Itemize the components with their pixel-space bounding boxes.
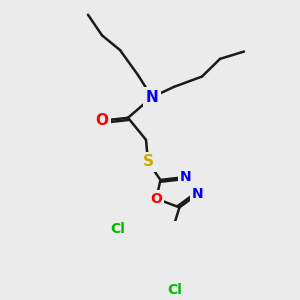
Text: Cl: Cl xyxy=(167,283,182,297)
Text: O: O xyxy=(151,192,162,206)
Text: Cl: Cl xyxy=(110,222,125,236)
Text: N: N xyxy=(146,90,158,105)
Text: N: N xyxy=(180,170,192,184)
Text: N: N xyxy=(192,187,203,201)
Text: S: S xyxy=(142,154,154,169)
Text: O: O xyxy=(95,113,109,128)
